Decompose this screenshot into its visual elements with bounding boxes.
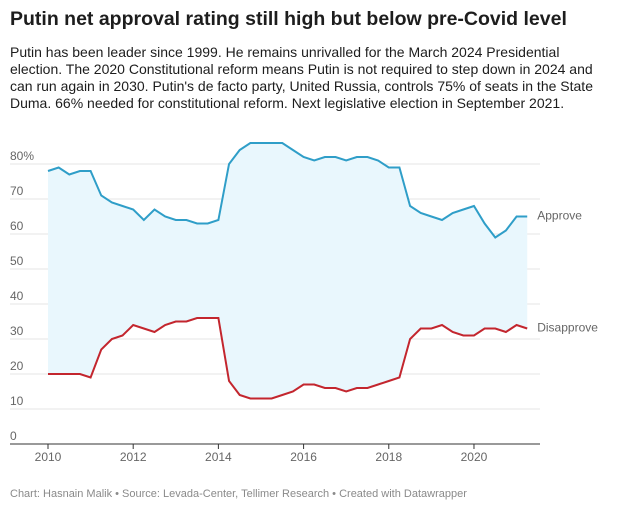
chart-subtitle: Putin has been leader since 1999. He rem… xyxy=(10,44,593,111)
chart: 0 10 20 30 40 50 60 70 80% 2010 2012 2014 2016 2018 20… xyxy=(10,142,598,464)
x-tick-label: 2020 xyxy=(461,450,488,464)
series-line xyxy=(48,317,528,400)
x-tick-label: 2018 xyxy=(375,450,402,464)
x-tick-label: 2014 xyxy=(205,450,232,464)
y-tick-label: 80% xyxy=(10,149,34,163)
y-tick-label: 20 xyxy=(10,359,24,373)
chart-title: Putin net approval rating still high but… xyxy=(10,8,567,30)
y-tick-label: 40 xyxy=(10,289,24,303)
y-tick-label: 0 xyxy=(10,429,17,443)
series-label: Approve xyxy=(537,209,582,223)
x-tick-label: 2012 xyxy=(120,450,147,464)
y-tick-label: 60 xyxy=(10,219,24,233)
x-tick-label: 2010 xyxy=(35,450,62,464)
y-tick-label: 70 xyxy=(10,184,24,198)
x-tick-label: 2016 xyxy=(290,450,317,464)
y-tick-label: 50 xyxy=(10,254,24,268)
series-line xyxy=(47,142,528,239)
y-tick-label: 30 xyxy=(10,324,24,338)
range-band xyxy=(48,143,528,399)
chart-footer: Chart: Hasnain Malik • Source: Levada-Ce… xyxy=(10,488,467,500)
series-label: Disapprove xyxy=(537,321,598,335)
y-tick-label: 10 xyxy=(10,394,24,408)
